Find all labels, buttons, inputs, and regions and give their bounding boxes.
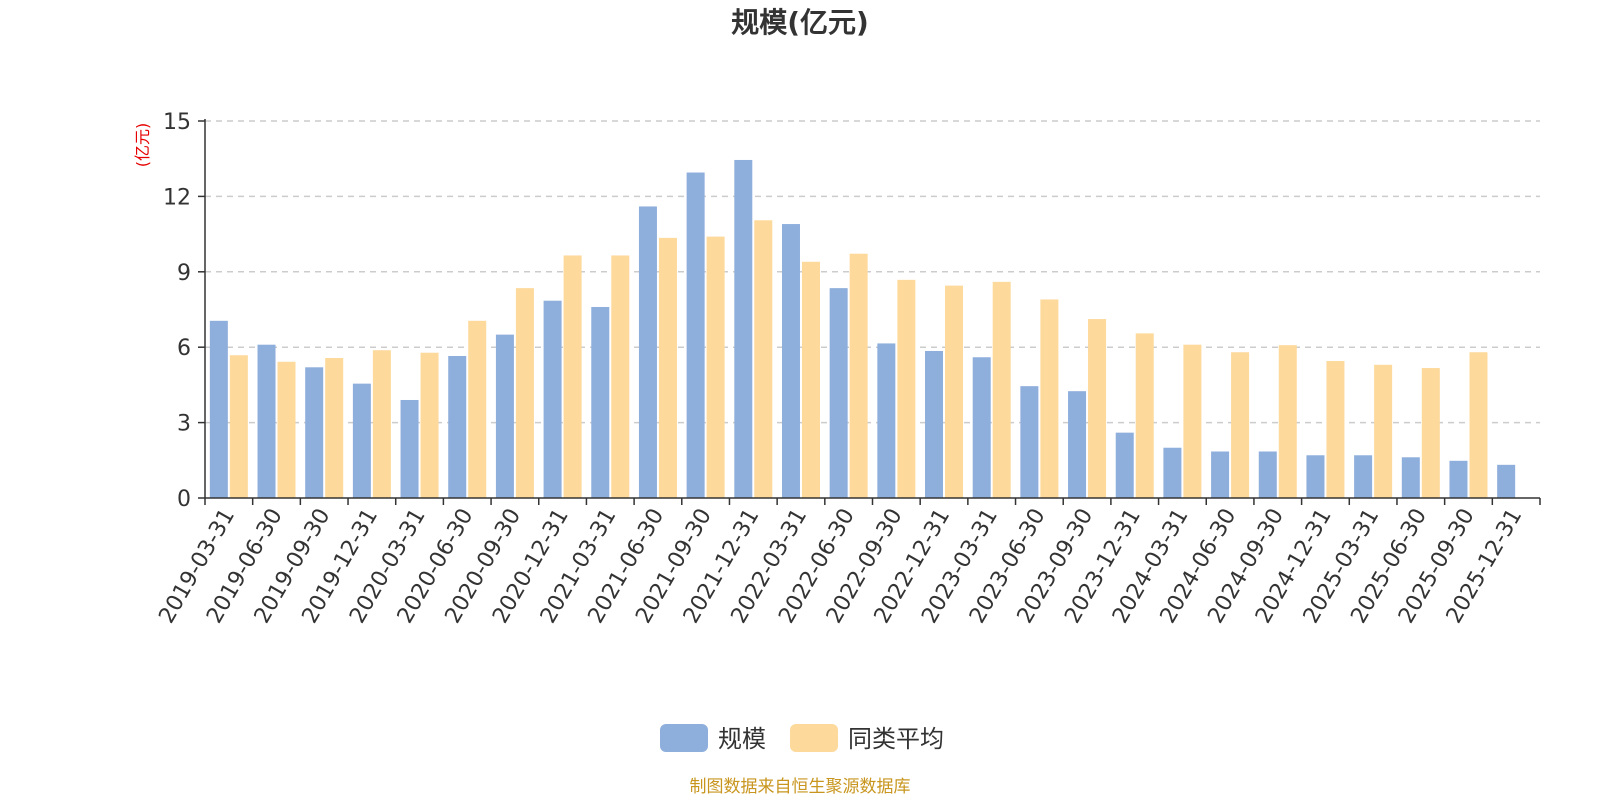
bar-peer-average[interactable] [1135,333,1154,498]
bar-peer-average[interactable] [1421,368,1440,498]
y-tick-label: 9 [177,261,191,286]
legend-item-scale[interactable]: 规模 [660,724,766,753]
bar-peer-average[interactable] [277,361,296,498]
bar-peer-average[interactable] [515,288,534,498]
legend[interactable]: 规模 同类平均 [660,724,944,753]
bar-scale[interactable] [1068,391,1087,498]
bar-scale[interactable] [209,320,228,498]
bar-scale[interactable] [638,206,657,498]
bar-scale[interactable] [591,306,610,498]
bar-peer-average[interactable] [372,350,391,498]
y-axis-label: (亿元) [133,123,152,168]
bar-peer-average[interactable] [325,358,344,498]
bar-scale[interactable] [352,383,371,498]
bar-scale[interactable] [781,224,800,498]
bar-peer-average[interactable] [468,320,487,498]
legend-swatch [660,724,708,752]
bar-peer-average[interactable] [1374,364,1393,498]
bar-peer-average[interactable] [1183,344,1202,498]
bar-peer-average[interactable] [1231,352,1250,498]
bar-peer-average[interactable] [706,236,725,498]
legend-swatch [790,724,838,752]
bar-peer-average[interactable] [563,255,582,498]
y-tick-label: 6 [177,336,191,361]
y-tick-label: 3 [177,412,191,437]
source-note: 制图数据来自恒生聚源数据库 [690,777,911,797]
bar-scale[interactable] [925,350,944,498]
bar-peer-average[interactable] [1326,361,1345,498]
bar-peer-average[interactable] [897,279,916,498]
bar-peer-average[interactable] [801,261,820,498]
legend-item-peer-average[interactable]: 同类平均 [790,724,944,753]
bar-peer-average[interactable] [945,285,964,498]
bar-scale[interactable] [686,172,705,499]
bar-scale[interactable] [1163,447,1182,498]
bar-scale[interactable] [448,355,467,498]
bar-scale[interactable] [877,343,896,498]
bar-peer-average[interactable] [849,253,868,498]
bars [209,159,1516,499]
bar-scale[interactable] [1211,451,1230,498]
bar-peer-average[interactable] [1088,319,1107,498]
y-tick-label: 15 [163,110,191,135]
bar-peer-average[interactable] [611,255,630,498]
bar-scale[interactable] [400,399,419,498]
bar-peer-average[interactable] [658,237,677,498]
chart-title: 规模(亿元) [731,6,869,39]
bar-peer-average[interactable] [229,355,248,498]
bar-scale[interactable] [543,300,562,498]
bar-scale[interactable] [1020,386,1039,498]
legend-label: 同类平均 [848,725,944,753]
bar-scale[interactable] [829,288,848,498]
bar-scale[interactable] [305,367,324,498]
bar-scale[interactable] [1115,432,1134,498]
bar-peer-average[interactable] [1469,352,1488,498]
bar-scale[interactable] [1401,457,1420,498]
bar-scale[interactable] [1449,460,1468,498]
y-tick-label: 0 [177,487,191,512]
bar-scale[interactable] [734,159,753,498]
bar-scale[interactable] [1354,455,1373,498]
bar-scale[interactable] [1306,455,1325,498]
bar-scale[interactable] [972,357,991,498]
bar-peer-average[interactable] [1278,345,1297,498]
bar-peer-average[interactable] [420,352,439,498]
y-tick-label: 12 [163,185,191,210]
bar-scale[interactable] [257,344,276,498]
bar-peer-average[interactable] [1040,299,1059,498]
bar-scale[interactable] [1497,464,1516,498]
bar-peer-average[interactable] [992,281,1011,498]
bar-scale[interactable] [495,334,514,498]
bar-peer-average[interactable] [754,220,773,498]
bar-scale[interactable] [1258,451,1277,498]
legend-label: 规模 [718,725,766,753]
